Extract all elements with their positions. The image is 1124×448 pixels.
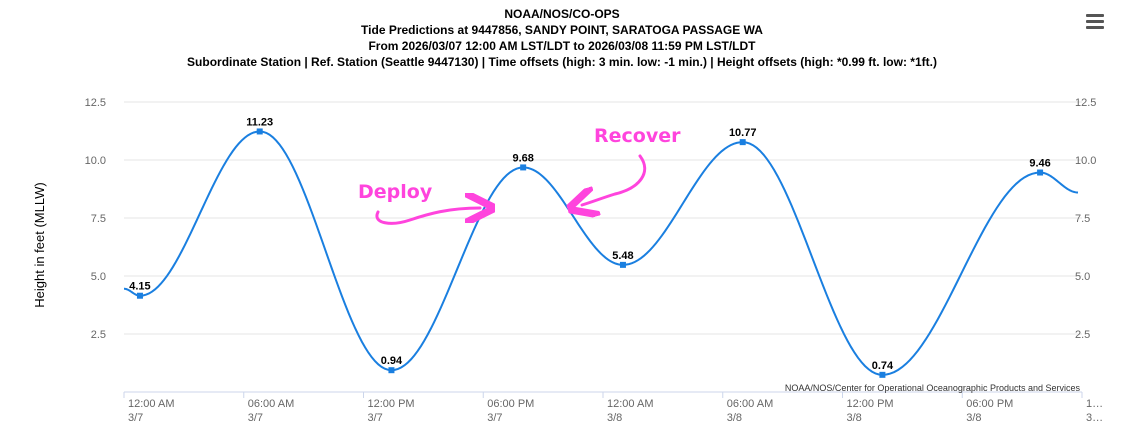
extremum-marker[interactable] bbox=[520, 164, 527, 171]
extremum-marker[interactable] bbox=[879, 371, 886, 378]
chart-subtitle-offsets: Subordinate Station | Ref. Station (Seat… bbox=[187, 55, 937, 69]
recover-arrow bbox=[582, 154, 647, 205]
chart-subtitle-range: From 2026/03/07 12:00 AM LST/LDT to 2026… bbox=[368, 39, 756, 53]
extremum-label: 0.94 bbox=[381, 355, 403, 367]
chart-titles: NOAA/NOS/CO-OPS Tide Predictions at 9447… bbox=[0, 6, 1124, 70]
extremum-label: 4.15 bbox=[129, 281, 150, 293]
x-tick-time: 06:00 PM bbox=[966, 398, 1013, 410]
credits-text: NOAA/NOS/Center for Operational Oceanogr… bbox=[785, 383, 1081, 393]
x-tick-time: 12:00 AM bbox=[128, 398, 174, 410]
y-tick-label-right: 12.5 bbox=[1075, 97, 1096, 109]
x-tick-date: 3/7 bbox=[128, 412, 143, 424]
deploy-label: Deploy bbox=[358, 181, 433, 203]
grid-lines bbox=[124, 101, 1082, 335]
chart-subtitle-station: Tide Predictions at 9447856, SANDY POINT… bbox=[361, 23, 763, 37]
extremum-marker[interactable] bbox=[136, 292, 143, 299]
x-tick-date: 3/7 bbox=[487, 412, 502, 424]
x-tick-date: 3/7 bbox=[248, 412, 263, 424]
x-tick-time: 06:00 PM bbox=[487, 398, 534, 410]
extremum-label: 9.46 bbox=[1029, 158, 1050, 170]
extremum-label: 10.77 bbox=[729, 127, 757, 139]
chart-title: NOAA/NOS/CO-OPS bbox=[504, 7, 620, 21]
x-tick-date: 3/8 bbox=[966, 412, 981, 424]
deploy-arrow bbox=[375, 208, 480, 225]
extremum-marker[interactable] bbox=[739, 139, 746, 146]
y-tick-label-right: 10.0 bbox=[1075, 155, 1096, 167]
recover-annotation: Recover bbox=[582, 125, 681, 205]
x-tick-date: 3/8 bbox=[847, 412, 862, 424]
x-tick-date: 3/8 bbox=[607, 412, 622, 424]
recover-label: Recover bbox=[594, 125, 681, 147]
y-tick-label-left: 7.5 bbox=[91, 213, 106, 225]
extremum-marker[interactable] bbox=[619, 261, 626, 268]
y-tick-label-right: 2.5 bbox=[1075, 329, 1090, 341]
x-tick-time: 06:00 AM bbox=[248, 398, 294, 410]
y-axis-labels: 2.5 2.5 5.0 5.0 7.5 7.5 10.0 10.0 12.5 12.5 bbox=[85, 97, 1097, 341]
x-tick-date: 3/8 bbox=[727, 412, 742, 424]
extremum-label: 0.74 bbox=[872, 360, 894, 372]
extremum-label: 9.68 bbox=[512, 152, 533, 164]
x-tick-time: 12:00 PM bbox=[847, 398, 894, 410]
x-tick-date: 3/7 bbox=[368, 412, 383, 424]
extremum-label: 5.48 bbox=[612, 250, 633, 262]
y-axis-title: Height in feet (MLLW) bbox=[32, 182, 47, 307]
x-tick-date: 3… bbox=[1086, 412, 1103, 424]
x-tick-time: 12:00 AM bbox=[607, 398, 653, 410]
extremum-marker[interactable] bbox=[388, 367, 395, 374]
y-tick-label-right: 7.5 bbox=[1075, 213, 1090, 225]
y-tick-label-right: 5.0 bbox=[1075, 271, 1090, 283]
tide-series-line bbox=[123, 130, 1079, 376]
extremum-marker[interactable] bbox=[1037, 169, 1044, 176]
tide-extrema: 4.15 11.23 0.94 9.68 5.48 10.77 0.74 9.46 bbox=[129, 116, 1051, 378]
x-tick-time: 12:00 PM bbox=[368, 398, 415, 410]
deploy-annotation: Deploy bbox=[358, 181, 480, 225]
hamburger-menu-icon[interactable] bbox=[1086, 14, 1104, 30]
x-axis: 12:00 AM 3/7 06:00 AM 3/7 12:00 PM 3/7 06:00 P… bbox=[123, 391, 1103, 424]
y-tick-label-left: 12.5 bbox=[85, 97, 106, 109]
x-tick-time: 1… bbox=[1086, 398, 1103, 410]
extremum-label: 11.23 bbox=[246, 116, 273, 128]
x-tick-time: 06:00 AM bbox=[727, 398, 773, 410]
y-tick-label-left: 10.0 bbox=[85, 155, 106, 167]
y-tick-label-left: 5.0 bbox=[91, 271, 106, 283]
y-tick-label-left: 2.5 bbox=[91, 329, 106, 341]
extremum-marker[interactable] bbox=[256, 128, 263, 135]
